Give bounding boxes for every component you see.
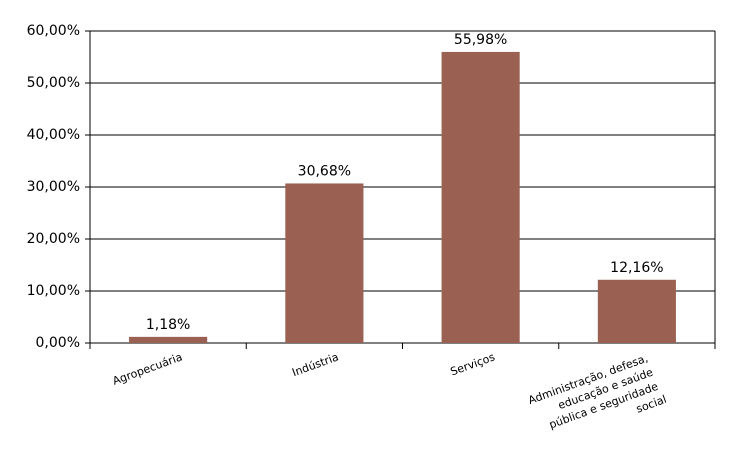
y-tick-label: 40,00%	[27, 127, 80, 143]
y-tick-label: 30,00%	[27, 179, 80, 195]
bar	[597, 279, 676, 343]
bar	[285, 183, 364, 343]
x-tick-label: Administração, defesa, educação e saúde …	[527, 350, 669, 449]
x-tick-label: Agropecuária	[111, 350, 184, 387]
x-tick-label: Indústria	[290, 350, 340, 379]
y-tick-label: 50,00%	[27, 75, 80, 91]
value-label: 55,98%	[454, 32, 507, 48]
x-tick-label: Serviços	[449, 350, 497, 378]
bar	[441, 51, 520, 344]
x-label-group: Serviços	[449, 350, 497, 378]
x-label-group: Agropecuária	[111, 350, 184, 387]
bar	[129, 336, 208, 343]
y-tick-label: 10,00%	[27, 283, 80, 299]
x-label-group: Indústria	[290, 350, 340, 379]
value-label: 1,18%	[146, 317, 190, 333]
y-tick-label: 20,00%	[27, 231, 80, 247]
x-label-group: Administração, defesa, educação e saúde …	[527, 350, 669, 449]
y-tick-label: 60,00%	[27, 23, 80, 39]
value-label: 12,16%	[610, 260, 663, 276]
y-tick-label: 0,00%	[36, 335, 80, 351]
value-label: 30,68%	[298, 163, 351, 179]
